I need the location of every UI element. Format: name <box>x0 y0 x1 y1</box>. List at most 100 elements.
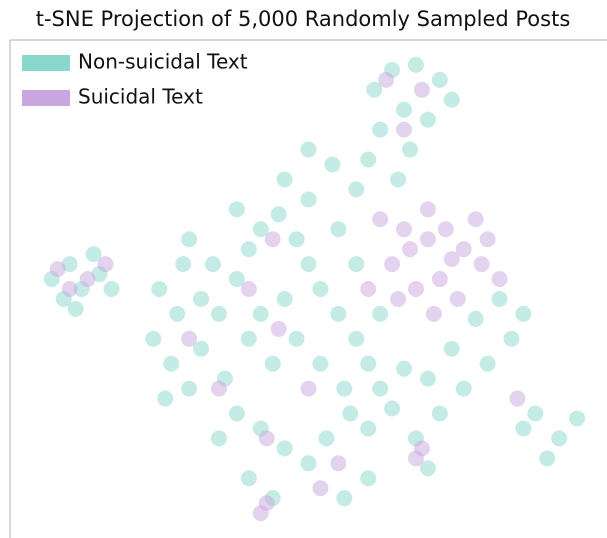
point <box>318 430 335 447</box>
point <box>240 281 257 297</box>
point <box>413 81 430 98</box>
point <box>240 470 257 487</box>
point <box>396 121 413 138</box>
point <box>240 330 257 347</box>
point <box>419 460 436 477</box>
legend-label: Suicidal Text <box>78 85 203 109</box>
point <box>396 101 413 118</box>
point <box>276 290 293 307</box>
point <box>324 156 341 173</box>
point <box>210 380 227 397</box>
point <box>288 330 305 347</box>
point <box>455 380 472 397</box>
point <box>503 330 520 347</box>
point <box>372 211 389 228</box>
point <box>157 390 174 407</box>
point <box>419 111 436 128</box>
point <box>360 420 377 437</box>
point <box>360 281 377 297</box>
point <box>264 231 281 248</box>
point <box>252 221 269 238</box>
point <box>252 305 269 322</box>
point <box>390 290 407 307</box>
point <box>97 256 114 273</box>
point <box>401 141 418 158</box>
point <box>61 256 78 273</box>
point <box>67 300 84 317</box>
point <box>443 91 460 108</box>
point <box>181 330 198 347</box>
point <box>384 400 401 417</box>
point <box>288 231 305 248</box>
point <box>419 370 436 387</box>
legend-swatch <box>22 90 70 106</box>
point <box>515 305 532 322</box>
point <box>413 440 430 457</box>
point <box>372 121 389 138</box>
point <box>240 241 257 258</box>
point <box>372 380 389 397</box>
point <box>145 330 162 347</box>
point <box>360 355 377 372</box>
point <box>431 271 448 288</box>
point <box>103 281 120 297</box>
point <box>210 430 227 447</box>
point <box>366 81 383 98</box>
point <box>569 410 586 427</box>
point <box>360 470 377 487</box>
point <box>467 310 484 327</box>
point <box>509 390 526 407</box>
point <box>425 305 442 322</box>
legend-swatch <box>22 55 70 71</box>
point <box>407 281 424 297</box>
point <box>61 281 78 297</box>
point <box>258 495 275 512</box>
point <box>312 355 329 372</box>
point <box>348 330 365 347</box>
point <box>443 251 460 268</box>
point <box>181 231 198 248</box>
point <box>300 380 317 397</box>
point <box>270 320 287 337</box>
point <box>204 256 221 273</box>
point <box>491 271 508 288</box>
legend-label: Non-suicidal Text <box>78 50 248 74</box>
point <box>336 380 353 397</box>
point <box>300 191 317 208</box>
point <box>539 450 556 467</box>
chart-title: t-SNE Projection of 5,000 Randomly Sampl… <box>36 7 571 31</box>
point <box>228 271 245 288</box>
point <box>270 206 287 223</box>
point <box>348 256 365 273</box>
point <box>348 181 365 198</box>
point <box>300 455 317 472</box>
point <box>401 241 418 258</box>
point <box>210 305 227 322</box>
point <box>473 256 490 273</box>
point <box>163 355 180 372</box>
point <box>330 455 347 472</box>
point <box>360 151 377 168</box>
point <box>407 56 424 73</box>
point <box>276 440 293 457</box>
point <box>396 360 413 377</box>
point <box>443 340 460 357</box>
point <box>396 221 413 238</box>
point <box>372 305 389 322</box>
point <box>151 281 168 297</box>
point <box>491 290 508 307</box>
point <box>437 221 454 238</box>
point <box>181 380 198 397</box>
points <box>43 56 586 522</box>
point <box>467 211 484 228</box>
point <box>479 231 496 248</box>
point <box>85 246 102 263</box>
point <box>390 171 407 188</box>
point <box>479 355 496 372</box>
point <box>169 305 186 322</box>
point <box>312 281 329 297</box>
point <box>312 480 329 497</box>
point <box>515 420 532 437</box>
point <box>228 405 245 422</box>
